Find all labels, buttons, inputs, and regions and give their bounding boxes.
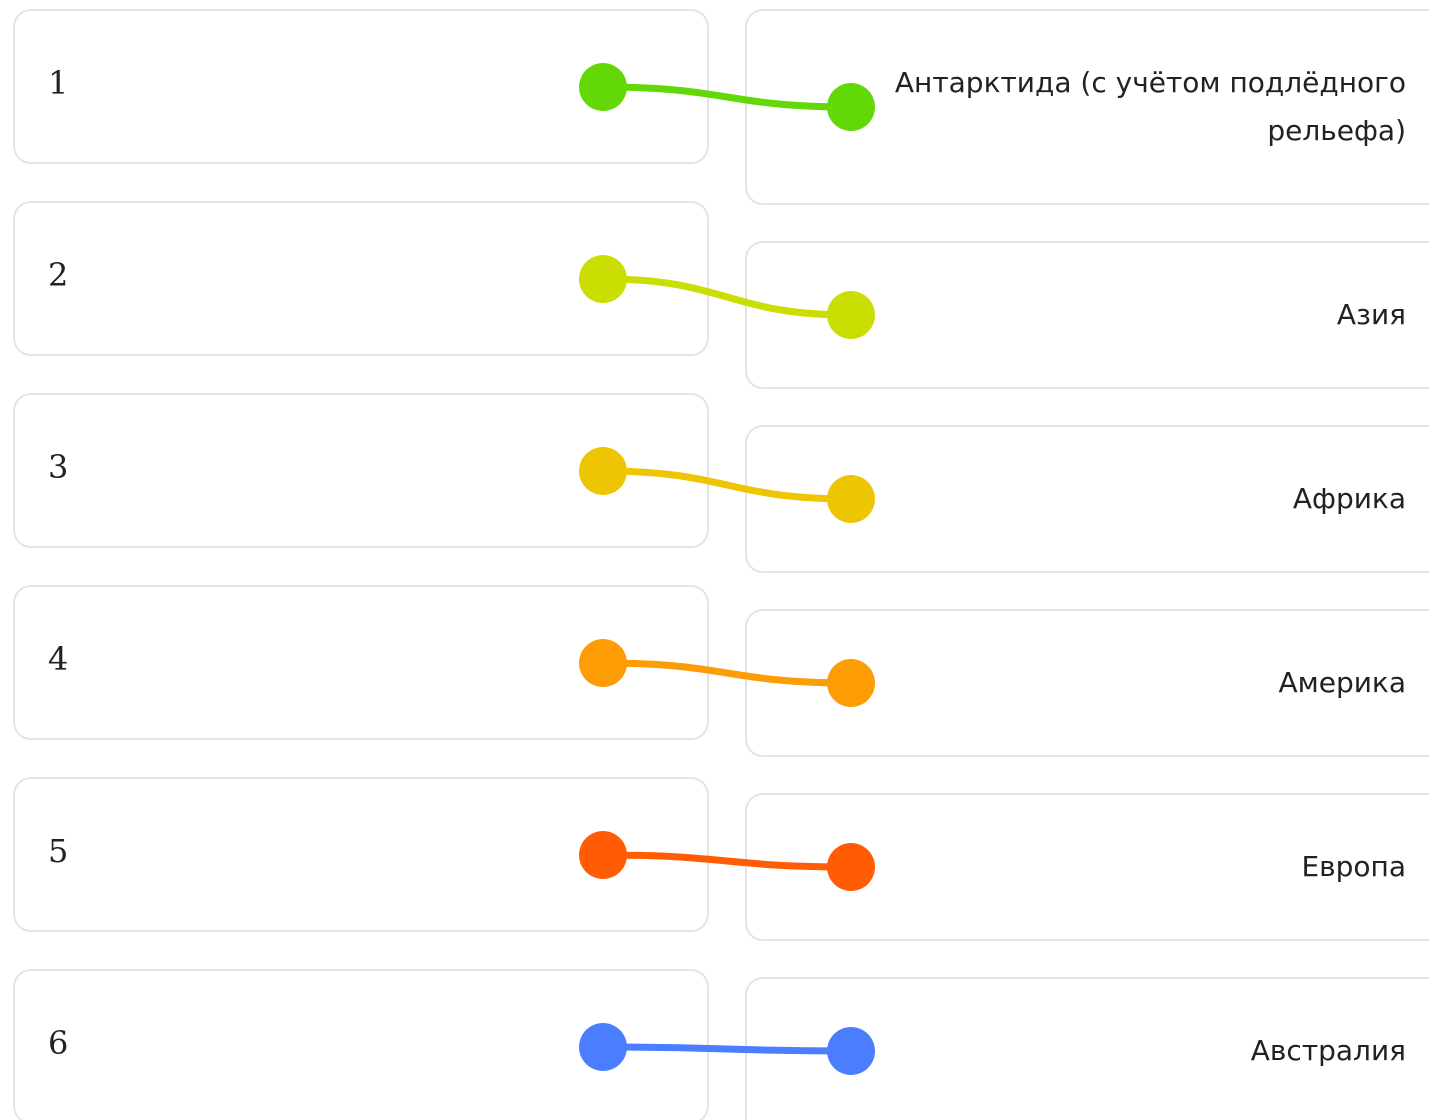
left-handle-6[interactable] <box>579 1023 627 1071</box>
left-item-number: 1 <box>48 64 69 102</box>
right-handle-2[interactable] <box>827 291 875 339</box>
right-item-label: Америка <box>1278 666 1406 699</box>
connection-line-5 <box>599 851 855 871</box>
connection-line-2 <box>599 275 855 319</box>
right-handle-1[interactable] <box>827 83 875 131</box>
right-handle-3[interactable] <box>827 475 875 523</box>
left-handle-2[interactable] <box>579 255 627 303</box>
right-item-label: Антарктида (с учётом подлёдного рельефа) <box>894 66 1406 147</box>
right-item-1[interactable]: Антарктида (с учётом подлёдного рельефа) <box>745 9 1429 205</box>
connection-line-4 <box>599 659 855 687</box>
right-item-label: Азия <box>1336 298 1406 331</box>
left-item-number: 6 <box>48 1024 69 1062</box>
left-item-number: 3 <box>48 448 69 486</box>
right-item-label: Австралия <box>1250 1034 1406 1067</box>
connection-line-6 <box>599 1043 855 1055</box>
right-item-label: Африка <box>1292 482 1406 515</box>
left-handle-5[interactable] <box>579 831 627 879</box>
left-handle-4[interactable] <box>579 639 627 687</box>
left-item-number: 4 <box>48 640 69 678</box>
right-item-label: Европа <box>1301 850 1406 883</box>
left-handle-3[interactable] <box>579 447 627 495</box>
connection-line-1 <box>599 83 855 111</box>
right-handle-4[interactable] <box>827 659 875 707</box>
right-handle-5[interactable] <box>827 843 875 891</box>
left-item-number: 2 <box>48 256 69 294</box>
left-item-number: 5 <box>48 832 69 870</box>
left-handle-1[interactable] <box>579 63 627 111</box>
right-handle-6[interactable] <box>827 1027 875 1075</box>
connection-line-3 <box>599 467 855 503</box>
